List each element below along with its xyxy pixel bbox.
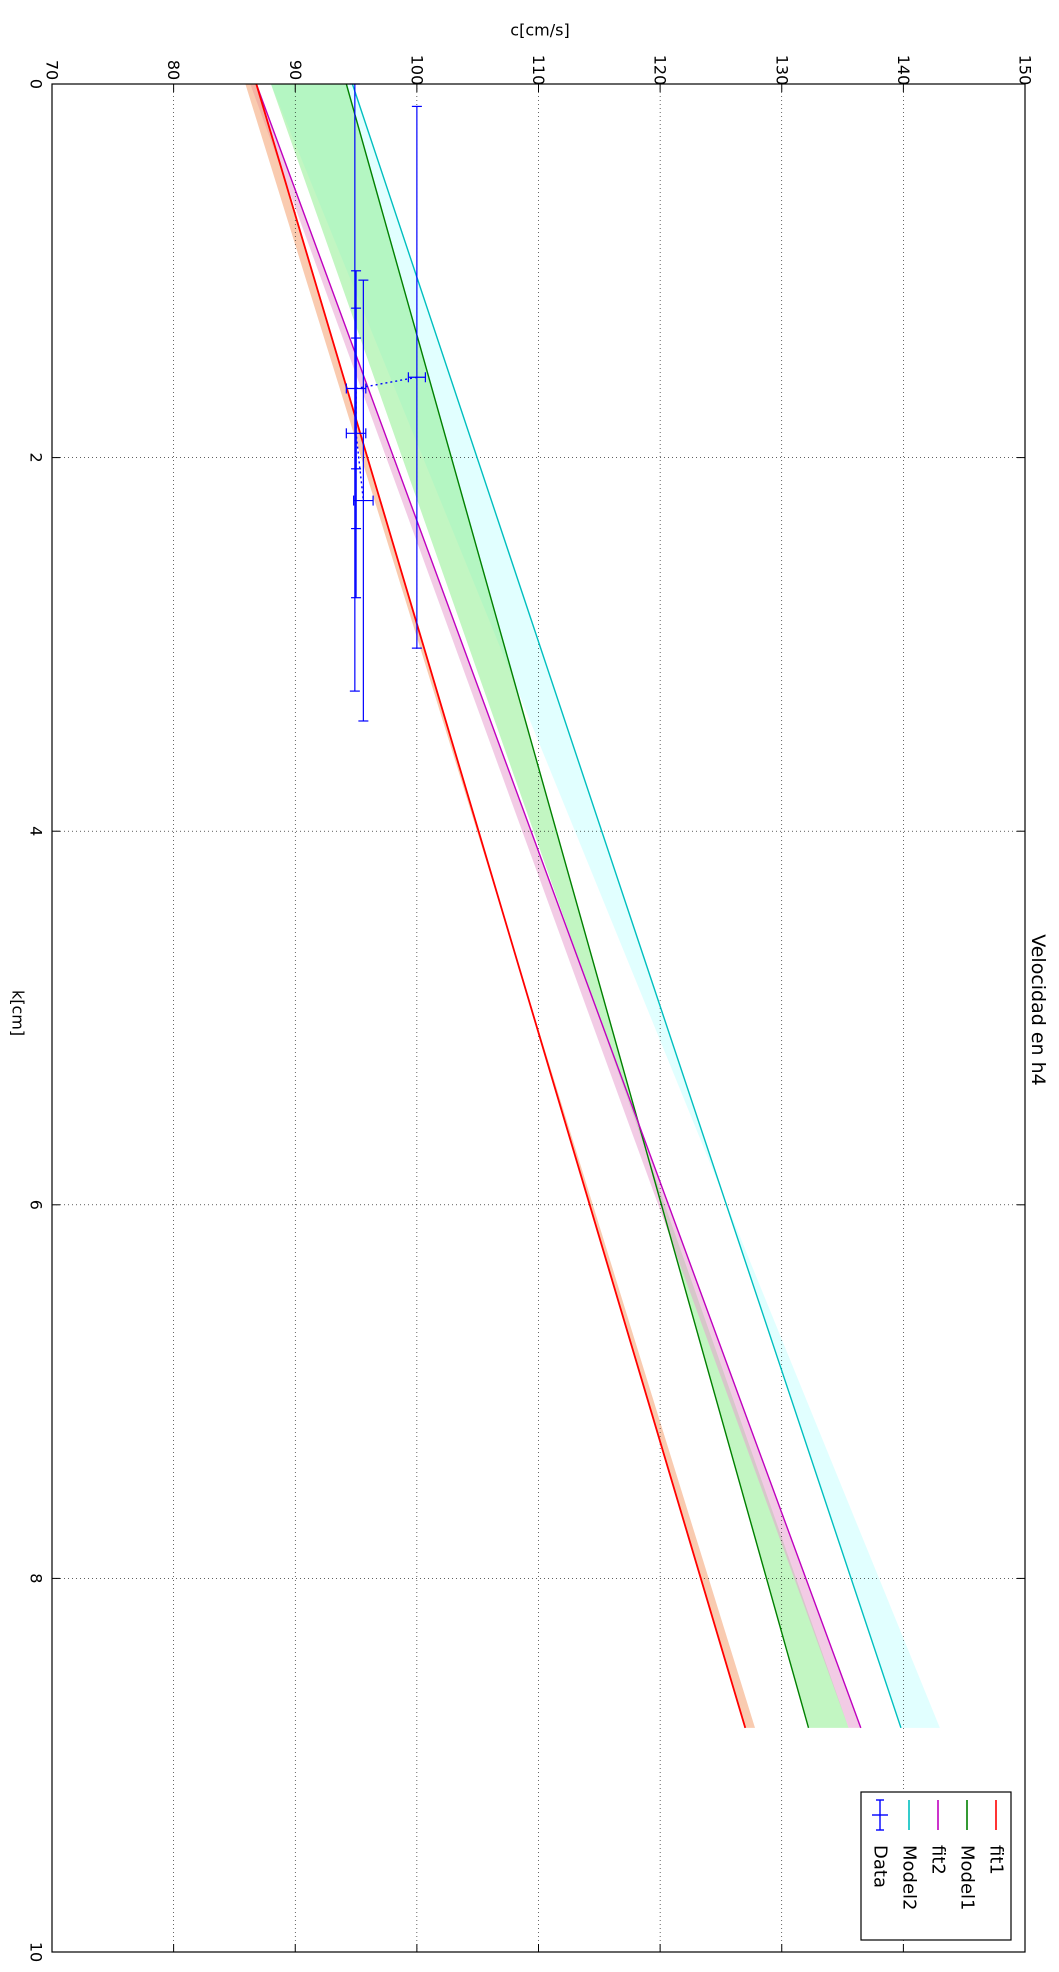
series-lines <box>255 83 902 1729</box>
x-tick-label: 2 <box>27 453 46 463</box>
grid <box>52 84 1025 1952</box>
data-connector <box>355 376 418 501</box>
y-tick-label: 80 <box>164 60 183 80</box>
legend-label: Model1 <box>957 1845 978 1911</box>
legend-item-fit2: fit2 <box>928 1800 949 1875</box>
legend-item-data: Data <box>870 1799 891 1888</box>
legend-item-fit1: fit1 <box>986 1800 1007 1875</box>
legend-label: fit2 <box>928 1845 949 1875</box>
x-tick-label: 10 <box>27 1942 46 1962</box>
legend: fit1 Model1 fit2 Model2 Data <box>860 1791 1012 1941</box>
y-tick-label: 110 <box>529 55 548 86</box>
x-tick-label: 8 <box>27 1573 46 1583</box>
y-tick-label: 120 <box>651 55 670 86</box>
y-tick-label: 100 <box>407 55 426 86</box>
series-line-fit2 <box>255 83 862 1729</box>
legend-label: Model2 <box>899 1845 920 1911</box>
legend-label: fit1 <box>986 1845 1007 1875</box>
x-axis-title: k[cm] <box>9 990 28 1036</box>
x-tick-label: 0 <box>27 79 46 89</box>
y-tick-label: 130 <box>772 55 791 86</box>
legend-label: Data <box>870 1845 891 1888</box>
data-errorbars <box>345 83 426 722</box>
axis-ticks <box>51 83 1026 1953</box>
y-axis-title: c[cm/s] <box>510 21 569 40</box>
y-tick-label: 140 <box>894 55 913 86</box>
series-line-fit1 <box>255 83 747 1729</box>
y-tick-label: 90 <box>286 60 305 80</box>
legend-item-model1: Model1 <box>957 1800 978 1911</box>
series-line-model1 <box>345 83 810 1729</box>
y-tick-label: 150 <box>1016 55 1035 86</box>
confidence-bands <box>245 84 940 1728</box>
legend-box <box>860 1791 1012 1941</box>
x-tick-label: 6 <box>27 1200 46 1210</box>
series-line-model2 <box>351 83 902 1729</box>
band-fit2 <box>250 84 861 1728</box>
x-tick-label: 4 <box>27 826 46 836</box>
x-tick-labels: 0 2 4 6 8 10 <box>27 79 46 1962</box>
legend-item-model2: Model2 <box>899 1800 920 1911</box>
y-tick-labels: 70 80 90 100 110 120 130 140 150 <box>43 55 1035 86</box>
y-tick-label: 70 <box>43 60 62 80</box>
chart-title: Velocidad en h4 <box>1027 934 1049 1086</box>
